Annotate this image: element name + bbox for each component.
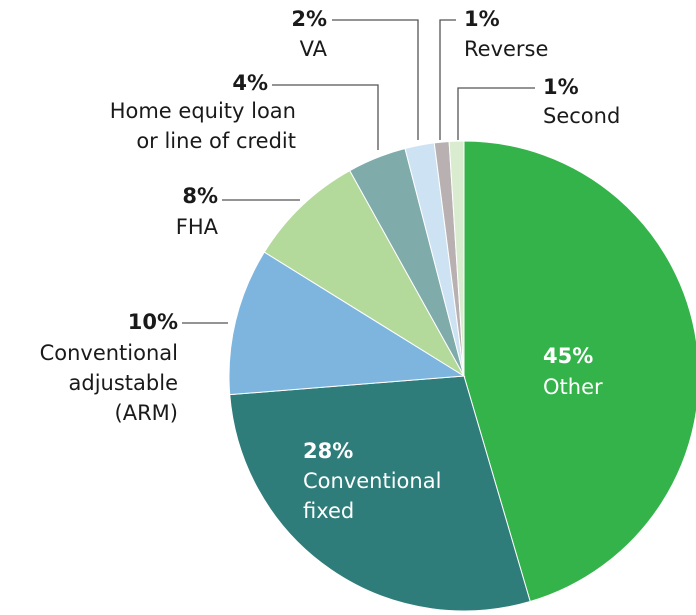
label-line: Conventional — [303, 469, 441, 493]
pie-slice — [448, 140, 465, 377]
label-line: Reverse — [464, 37, 548, 61]
label-line: Conventional — [40, 341, 178, 365]
pie-slice — [229, 375, 531, 612]
leader-line — [332, 19, 419, 140]
percent-label: 28% — [303, 439, 353, 463]
pie-slice — [263, 169, 466, 378]
percent-label: 10% — [128, 310, 178, 334]
label-line: Other — [543, 375, 603, 399]
label-line: (ARM) — [115, 401, 178, 425]
leader-line — [457, 87, 535, 140]
percent-label: 1% — [464, 7, 500, 31]
percent-label: 2% — [291, 7, 327, 31]
leader-line — [439, 19, 456, 140]
category-label: Reverse — [464, 37, 548, 61]
label-line: or line of credit — [136, 129, 296, 153]
pie-slice — [228, 251, 466, 396]
category-label: Other — [543, 375, 603, 399]
label-line: fixed — [303, 499, 354, 523]
label-line: adjustable — [69, 371, 178, 395]
label-line: FHA — [176, 215, 219, 239]
leader-line — [272, 84, 379, 150]
category-label: VA — [300, 37, 328, 61]
percent-label: 8% — [182, 184, 218, 208]
label-line: Home equity loan — [110, 99, 296, 123]
category-label: Second — [543, 104, 620, 128]
percent-label: 45% — [543, 344, 593, 368]
label-line: VA — [300, 37, 328, 61]
pie — [228, 140, 696, 612]
category-label: Home equity loan or line of credit — [110, 99, 296, 153]
pie-slice — [463, 140, 696, 603]
category-label: Conventional fixed — [303, 469, 441, 523]
category-label: FHA — [176, 215, 219, 239]
label-line: Second — [543, 104, 620, 128]
percent-label: 4% — [232, 71, 268, 95]
percent-label: 1% — [543, 75, 579, 99]
category-label: Conventional adjustable (ARM) — [40, 341, 178, 425]
